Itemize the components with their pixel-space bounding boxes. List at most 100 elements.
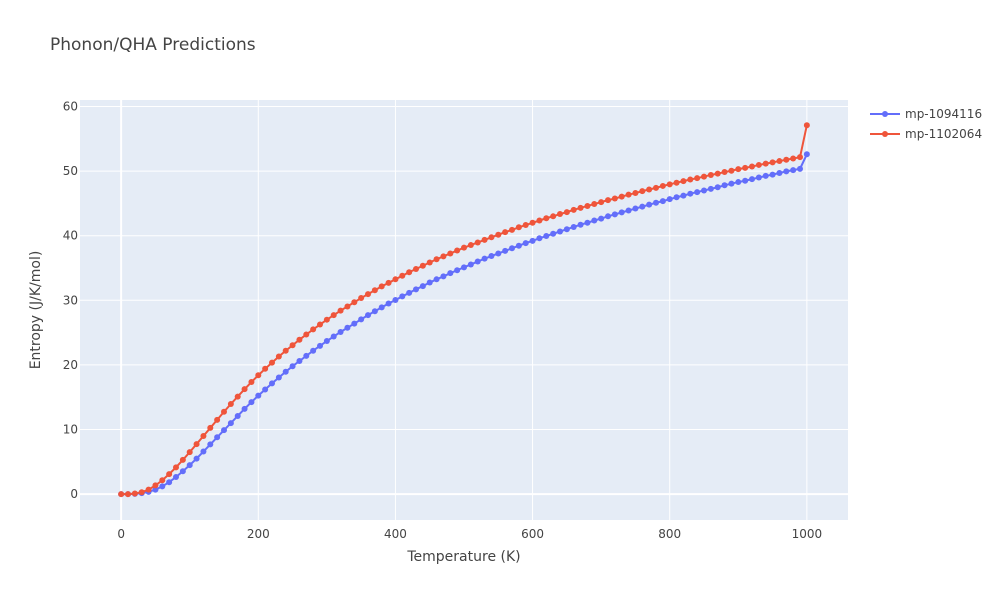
- data-point[interactable]: [646, 186, 653, 193]
- data-point[interactable]: [570, 223, 577, 230]
- data-point[interactable]: [550, 213, 557, 220]
- data-point[interactable]: [618, 209, 625, 216]
- data-point[interactable]: [323, 316, 330, 323]
- data-point[interactable]: [543, 233, 550, 240]
- data-point[interactable]: [673, 179, 680, 186]
- data-point[interactable]: [797, 154, 803, 161]
- data-point[interactable]: [577, 204, 584, 211]
- legend[interactable]: mp-1094116 mp-1102064: [870, 107, 982, 141]
- data-point[interactable]: [467, 261, 474, 268]
- data-point[interactable]: [707, 185, 714, 192]
- data-point[interactable]: [310, 326, 317, 333]
- data-point[interactable]: [358, 316, 365, 323]
- data-point[interactable]: [378, 283, 385, 290]
- data-point[interactable]: [769, 159, 776, 166]
- data-point[interactable]: [234, 393, 241, 400]
- data-point[interactable]: [200, 448, 207, 455]
- data-point[interactable]: [419, 283, 426, 290]
- data-point[interactable]: [399, 293, 406, 300]
- data-point[interactable]: [365, 291, 371, 298]
- data-point[interactable]: [385, 300, 392, 307]
- data-point[interactable]: [461, 264, 467, 271]
- data-point[interactable]: [481, 255, 488, 262]
- data-point[interactable]: [529, 237, 536, 244]
- data-point[interactable]: [358, 295, 365, 302]
- data-point[interactable]: [221, 408, 227, 415]
- data-point[interactable]: [378, 304, 385, 311]
- data-point[interactable]: [639, 203, 646, 210]
- data-point[interactable]: [200, 433, 207, 439]
- data-point[interactable]: [694, 175, 701, 182]
- data-point[interactable]: [502, 247, 509, 254]
- data-point[interactable]: [317, 321, 323, 328]
- data-point[interactable]: [310, 347, 317, 354]
- data-point[interactable]: [241, 405, 248, 412]
- data-point[interactable]: [426, 259, 433, 266]
- data-point[interactable]: [282, 368, 289, 375]
- data-point[interactable]: [207, 424, 214, 431]
- data-point[interactable]: [131, 490, 138, 497]
- data-point[interactable]: [214, 416, 221, 423]
- data-point[interactable]: [714, 170, 721, 177]
- data-point[interactable]: [694, 189, 701, 196]
- data-point[interactable]: [392, 296, 399, 303]
- data-point[interactable]: [563, 226, 570, 233]
- data-point[interactable]: [351, 320, 358, 327]
- data-point[interactable]: [570, 206, 577, 213]
- data-point[interactable]: [550, 230, 557, 237]
- data-point[interactable]: [248, 399, 255, 406]
- data-point[interactable]: [639, 188, 646, 195]
- data-point[interactable]: [783, 168, 790, 175]
- data-point[interactable]: [330, 333, 337, 340]
- data-point[interactable]: [467, 242, 474, 249]
- data-point[interactable]: [317, 342, 323, 349]
- data-point[interactable]: [454, 267, 461, 274]
- data-point[interactable]: [269, 359, 275, 366]
- data-point[interactable]: [193, 441, 200, 448]
- data-point[interactable]: [118, 491, 125, 498]
- data-point[interactable]: [166, 471, 173, 478]
- data-point[interactable]: [474, 239, 481, 246]
- data-point[interactable]: [721, 182, 728, 189]
- data-point[interactable]: [248, 379, 255, 386]
- data-point[interactable]: [296, 336, 303, 343]
- data-point[interactable]: [680, 192, 687, 199]
- data-point[interactable]: [337, 307, 344, 314]
- data-point[interactable]: [193, 455, 200, 462]
- data-point[interactable]: [303, 352, 310, 359]
- data-point[interactable]: [227, 420, 234, 427]
- data-point[interactable]: [605, 197, 611, 204]
- data-point[interactable]: [166, 479, 173, 486]
- data-point[interactable]: [454, 247, 461, 254]
- data-point[interactable]: [433, 256, 440, 263]
- data-point[interactable]: [632, 205, 639, 212]
- data-point[interactable]: [269, 380, 275, 387]
- data-point[interactable]: [207, 441, 214, 448]
- data-point[interactable]: [159, 477, 166, 484]
- data-point[interactable]: [262, 386, 269, 393]
- data-point[interactable]: [186, 449, 193, 456]
- data-point[interactable]: [591, 201, 598, 208]
- data-point[interactable]: [173, 474, 179, 481]
- data-point[interactable]: [749, 163, 755, 170]
- data-point[interactable]: [790, 155, 797, 162]
- data-point[interactable]: [653, 184, 659, 191]
- data-point[interactable]: [742, 177, 749, 184]
- data-point[interactable]: [275, 353, 282, 360]
- data-point[interactable]: [481, 236, 488, 243]
- data-point[interactable]: [543, 215, 550, 222]
- data-point[interactable]: [646, 201, 653, 208]
- data-point[interactable]: [762, 160, 769, 167]
- data-point[interactable]: [728, 180, 735, 187]
- data-point[interactable]: [426, 279, 433, 286]
- data-point[interactable]: [488, 253, 495, 260]
- data-point[interactable]: [755, 174, 762, 181]
- data-point[interactable]: [385, 279, 392, 286]
- data-point[interactable]: [735, 179, 742, 186]
- data-point[interactable]: [522, 240, 529, 247]
- data-point[interactable]: [145, 486, 152, 493]
- data-point[interactable]: [488, 234, 495, 241]
- data-point[interactable]: [598, 215, 605, 222]
- data-point[interactable]: [221, 427, 227, 434]
- data-point[interactable]: [296, 358, 303, 365]
